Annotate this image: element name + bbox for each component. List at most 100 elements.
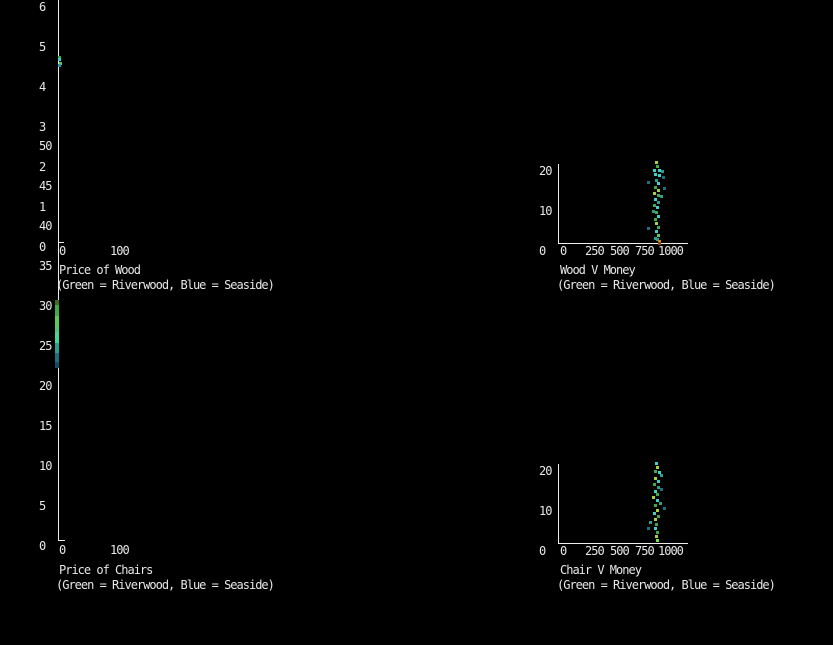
y-tick-label: 25 xyxy=(39,339,52,353)
y-tick-label: 20 xyxy=(539,164,552,178)
y-axis-line xyxy=(558,464,559,543)
data-point xyxy=(657,194,660,197)
y-axis-line xyxy=(558,164,559,243)
data-point xyxy=(653,204,656,207)
data-point xyxy=(657,182,660,185)
y-tick-label: 40 xyxy=(39,219,52,233)
data-point xyxy=(655,462,658,465)
chart-title: Chair V Money xyxy=(560,563,642,577)
data-point xyxy=(657,515,660,518)
y-tick-label: 3 xyxy=(39,120,46,134)
data-point xyxy=(58,56,61,59)
data-point xyxy=(55,321,59,327)
y-tick-label: 0 xyxy=(539,544,546,558)
data-point xyxy=(653,483,656,486)
data-point xyxy=(661,170,664,173)
y-tick-label: 2 xyxy=(39,160,46,174)
y-tick-label: 35 xyxy=(39,259,52,273)
data-point xyxy=(662,176,665,179)
data-point xyxy=(55,359,59,365)
y-axis-line xyxy=(58,0,59,243)
data-point xyxy=(654,198,657,201)
y-tick-label: 15 xyxy=(39,419,52,433)
data-point xyxy=(58,64,61,67)
data-point xyxy=(654,186,657,189)
y-tick-label: 4 xyxy=(39,80,46,94)
data-point xyxy=(656,531,659,534)
data-point xyxy=(55,337,59,343)
y-tick-label: 5 xyxy=(39,499,46,513)
chart-title: Price of Wood xyxy=(59,263,141,277)
data-point xyxy=(647,527,650,530)
chart-legend-subtitle: (Green = Riverwood, Blue = Seaside) xyxy=(56,578,275,592)
x-axis-tick xyxy=(58,540,65,541)
data-point xyxy=(654,173,657,176)
data-point xyxy=(55,327,59,333)
x-tick-label: 500 xyxy=(610,544,630,558)
y-tick-label: 50 xyxy=(39,139,52,153)
y-tick-label: 30 xyxy=(39,299,52,313)
data-point xyxy=(654,470,657,473)
data-point xyxy=(654,504,657,507)
y-tick-label: 10 xyxy=(39,459,52,473)
y-tick-label: 20 xyxy=(39,379,52,393)
y-tick-label: 6 xyxy=(39,0,46,14)
chart-legend-subtitle: (Green = Riverwood, Blue = Seaside) xyxy=(56,278,275,292)
chart-legend-subtitle: (Green = Riverwood, Blue = Seaside) xyxy=(557,278,776,292)
data-point xyxy=(658,169,661,172)
data-point xyxy=(656,206,659,209)
data-point xyxy=(657,486,660,489)
x-axis-tick xyxy=(58,242,64,243)
data-point xyxy=(55,353,59,359)
x-tick-label: 1000 xyxy=(658,544,684,558)
y-tick-label: 45 xyxy=(39,179,52,193)
data-point xyxy=(654,237,657,240)
data-point xyxy=(656,165,659,168)
data-point xyxy=(656,493,659,496)
data-point xyxy=(55,332,59,338)
x-tick-label: 0 xyxy=(560,244,567,258)
y-tick-label: 10 xyxy=(539,504,552,518)
chart-title: Price of Chairs xyxy=(59,563,153,577)
data-point xyxy=(655,523,658,526)
data-point xyxy=(663,507,666,510)
x-tick-label: 0 xyxy=(59,543,66,557)
data-point xyxy=(657,201,660,204)
x-tick-label: 100 xyxy=(110,543,130,557)
data-point xyxy=(55,343,59,349)
y-tick-label: 0 xyxy=(39,539,46,553)
data-point xyxy=(654,490,657,493)
data-point xyxy=(656,466,659,469)
x-tick-label: 750 xyxy=(635,244,655,258)
data-point xyxy=(55,300,59,306)
x-tick-label: 1000 xyxy=(658,244,684,258)
x-axis-line xyxy=(558,543,688,544)
x-axis-line xyxy=(558,243,688,244)
y-tick-label: 20 xyxy=(539,464,552,478)
data-point xyxy=(658,174,661,177)
data-point xyxy=(55,348,59,354)
data-point xyxy=(660,195,663,198)
data-point xyxy=(647,227,650,230)
data-point xyxy=(653,169,656,172)
data-point xyxy=(653,192,656,195)
data-point xyxy=(657,215,660,218)
data-point xyxy=(55,305,59,311)
data-point xyxy=(653,512,656,515)
data-point xyxy=(658,240,661,243)
x-tick-label: 750 xyxy=(635,544,655,558)
data-point xyxy=(655,161,658,164)
data-point xyxy=(658,242,661,245)
x-tick-label: 100 xyxy=(110,244,130,258)
data-point xyxy=(656,539,659,542)
data-point xyxy=(55,362,59,368)
data-point xyxy=(654,477,657,480)
data-point xyxy=(655,222,658,225)
y-tick-label: 0 xyxy=(39,240,46,254)
data-point xyxy=(657,234,660,237)
